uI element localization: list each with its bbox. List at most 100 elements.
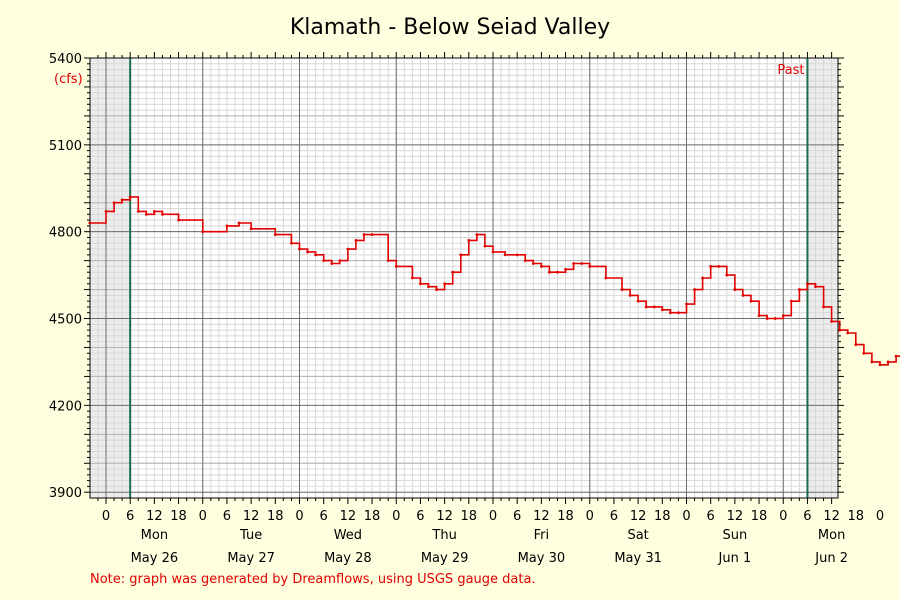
- x-hour-label: 12: [146, 509, 163, 524]
- flow-data-point: [878, 363, 882, 367]
- flow-data-point: [144, 212, 148, 216]
- flow-data-point: [370, 233, 374, 236]
- flow-data-point: [515, 253, 519, 257]
- flow-data-point: [830, 320, 834, 323]
- plot-area: 3900 4200 4500 4800 5100 5400 0 6 12 18 0 6 12 18 0 6 12…: [49, 52, 900, 566]
- flow-data-point: [846, 331, 850, 335]
- flow-data-point: [443, 282, 447, 286]
- flow-data-point: [314, 253, 318, 257]
- x-hour-label: 12: [727, 509, 744, 524]
- x-hour-label: 0: [489, 509, 497, 524]
- x-hour-label: 0: [392, 509, 400, 524]
- x-day-label: Mon: [141, 528, 168, 543]
- flow-data-point: [862, 351, 866, 355]
- flow-data-point: [419, 282, 422, 286]
- flow-data-point: [652, 305, 656, 309]
- x-day-label: Mon: [818, 528, 845, 543]
- x-hour-label: 0: [876, 509, 884, 524]
- x-hour-label: 18: [848, 509, 865, 524]
- x-day-label: Tue: [239, 528, 262, 543]
- flow-data-point: [410, 276, 414, 280]
- flow-data-point: [435, 288, 438, 291]
- flow-data-point: [475, 233, 479, 236]
- flow-data-point: [467, 238, 471, 242]
- flow-data-point: [572, 262, 576, 265]
- x-hour-label: 6: [707, 509, 715, 524]
- x-hour-label: 6: [320, 509, 328, 524]
- x-day-label: Sun: [723, 528, 748, 543]
- x-hour-label: 6: [610, 509, 618, 524]
- flow-data-point: [749, 299, 753, 303]
- past-label: Past: [777, 63, 804, 78]
- flow-data-point: [290, 241, 293, 245]
- x-date-label: Jun 1: [718, 551, 752, 566]
- x-hour-label: 18: [654, 509, 671, 524]
- x-date-label: Jun 2: [814, 551, 848, 566]
- x-hour-label: 18: [461, 509, 478, 524]
- flow-data-point: [781, 314, 785, 318]
- flow-data-point: [773, 317, 777, 320]
- flow-data-point: [822, 305, 825, 309]
- x-hour-label: 6: [223, 509, 231, 524]
- flow-data-point: [741, 293, 745, 297]
- x-hour-label: 18: [267, 509, 284, 524]
- flow-data-point: [797, 288, 801, 291]
- flow-data-point: [677, 311, 680, 315]
- flow-data-point: [503, 253, 507, 257]
- flow-data-point: [298, 247, 301, 251]
- flow-data-point: [249, 227, 253, 231]
- x-hour-label: 12: [340, 509, 357, 524]
- flow-data-point: [128, 195, 132, 199]
- x-day-label: Wed: [334, 528, 362, 543]
- flow-data-point: [491, 250, 495, 254]
- flow-data-point: [814, 285, 817, 289]
- x-day-label: Fri: [534, 528, 550, 543]
- y-tick-label: 4800: [49, 226, 82, 241]
- flow-data-point: [483, 244, 487, 248]
- flow-data-point: [556, 270, 559, 274]
- x-hour-label: 6: [126, 509, 134, 524]
- x-hour-label: 18: [170, 509, 187, 524]
- y-tick-label: 5100: [49, 139, 82, 154]
- y-tick-label: 3900: [49, 486, 82, 501]
- flow-series-line: [89, 196, 900, 366]
- flow-data-point: [854, 343, 858, 346]
- flow-data-point: [161, 212, 164, 216]
- y-tick-label: 4200: [49, 399, 82, 414]
- x-hour-label: 12: [823, 509, 840, 524]
- flow-data-point: [709, 265, 713, 268]
- x-date-label: May 26: [131, 551, 179, 566]
- flow-data-point: [870, 360, 874, 364]
- x-hour-label: 18: [364, 509, 381, 524]
- flow-data-point: [765, 317, 769, 320]
- flow-data-point: [225, 224, 229, 228]
- x-hour-label: 12: [533, 509, 550, 524]
- flow-data-point: [894, 354, 898, 358]
- y-tick-label: 4500: [49, 313, 82, 328]
- y-axis-unit: (cfs): [54, 72, 83, 87]
- x-hour-label: 18: [751, 509, 768, 524]
- x-hour-label: 0: [586, 509, 594, 524]
- note-text: Note: graph was generated by Dreamflows,…: [90, 572, 536, 587]
- flow-data-point: [237, 221, 241, 225]
- x-hour-label: 0: [779, 509, 787, 524]
- y-tick-label: 5400: [49, 52, 82, 67]
- x-hour-label: 0: [682, 509, 690, 524]
- flow-data-point: [177, 218, 180, 222]
- flow-data-point: [88, 221, 92, 225]
- x-hour-label: 12: [243, 509, 260, 524]
- x-day-label: Thu: [431, 528, 456, 543]
- x-hour-label: 12: [436, 509, 453, 524]
- flow-data-point: [685, 302, 688, 306]
- flow-data-point: [580, 262, 584, 265]
- flow-data-point: [386, 259, 390, 263]
- flow-data-point: [668, 311, 672, 315]
- flow-data-point: [644, 305, 648, 309]
- flow-data-point: [136, 210, 140, 213]
- flow-data-point: [620, 288, 624, 291]
- flow-data-point: [362, 233, 366, 236]
- flow-data-point: [104, 210, 108, 213]
- x-date-label: May 30: [518, 551, 566, 566]
- flow-data-point: [757, 314, 761, 318]
